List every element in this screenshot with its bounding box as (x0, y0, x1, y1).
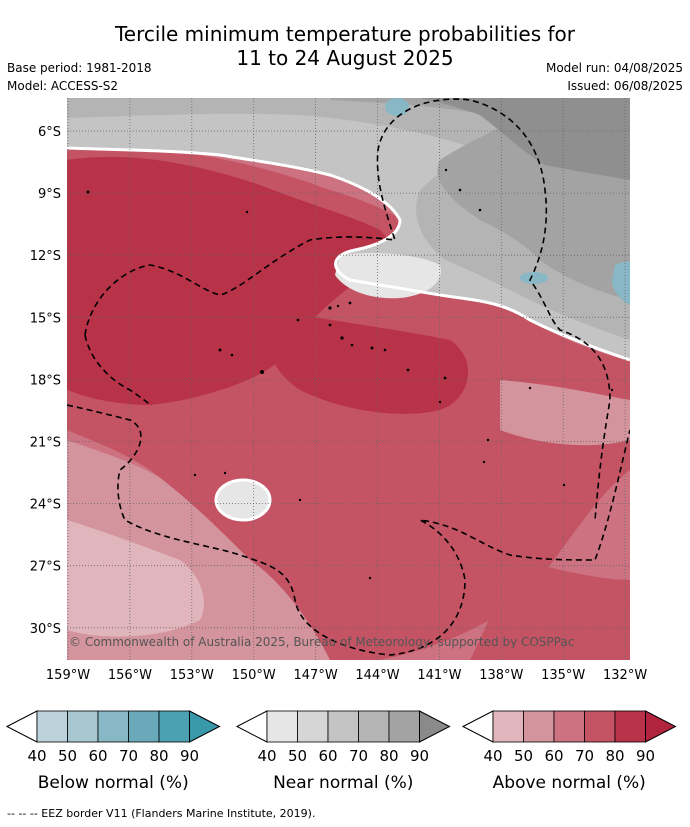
latitude-axis: 6°S 9°S 12°S 15°S 18°S 21°S 24°S 27°S 30°S (30, 125, 61, 637)
legend-swatch (36, 710, 68, 743)
eez-border-west (84, 334, 153, 406)
above-normal-region-east (500, 380, 630, 446)
issued-date: Issued: 06/08/2025 (567, 79, 683, 93)
legend-tick-label: 80 (379, 747, 398, 765)
copyright-text: © Commonwealth of Australia 2025, Bureau… (69, 635, 574, 649)
lon-tick-label: 147°W (294, 668, 338, 683)
legends: 40 50 60 70 80 90 Below normal (%) 40 50 60 70 80 90… (5, 710, 677, 793)
title-line-2: 11 to 24 August 2025 (236, 46, 454, 70)
legend-arrow-low (5, 710, 38, 743)
legend-tick-label: 40 (257, 747, 276, 765)
legend-tick-label: 70 (575, 747, 594, 765)
graticule (67, 98, 630, 660)
legend-swatch (266, 710, 298, 743)
meta-left: Base period: 1981-2018 Model: ACCESS-S2 (7, 59, 152, 95)
lon-tick-label: 159°W (46, 668, 90, 683)
legend-title: Above normal (%) (493, 773, 646, 793)
legend-swatch (97, 710, 129, 743)
below-normal-patch-east (520, 272, 548, 284)
eez-border-north (84, 98, 611, 521)
lon-tick-label: 150°W (232, 668, 276, 683)
legend-swatch (297, 710, 329, 743)
legend-title: Below normal (%) (38, 773, 189, 793)
map-title: Tercile minimum temperature probabilitie… (0, 22, 690, 70)
model-run: Model run: 04/08/2025 (545, 61, 683, 75)
legend-1: 40 50 60 70 80 90 Below normal (%) (5, 710, 221, 793)
eez-footnote: -- -- -- EEZ border V11 (Flanders Marine… (7, 807, 316, 820)
legend-tick-label: 70 (349, 747, 368, 765)
legend-tick-label: 60 (88, 747, 107, 765)
legend-arrow-high (645, 710, 677, 743)
lon-tick-label: 141°W (417, 668, 461, 683)
legend-tick-label: 70 (119, 747, 138, 765)
lon-tick-label: 144°W (355, 668, 399, 683)
lat-tick-label: 18°S (30, 373, 61, 388)
legend-tick-label: 60 (318, 747, 337, 765)
lat-tick-label: 6°S (38, 125, 61, 140)
lon-tick-label: 153°W (170, 668, 214, 683)
legend-swatch (388, 710, 420, 743)
lat-tick-label: 21°S (30, 436, 61, 451)
legend-tick-label: 90 (636, 747, 655, 765)
legend-swatch (327, 710, 359, 743)
lat-tick-label: 15°S (30, 311, 61, 326)
legend-tick-label: 80 (149, 747, 168, 765)
legend-swatch (584, 710, 616, 743)
legend-tick-label: 50 (514, 747, 533, 765)
meta-right: Model run: 04/08/2025 Issued: 06/08/2025 (546, 59, 683, 95)
legend-swatch (492, 710, 524, 743)
legend-tick-label: 60 (544, 747, 563, 765)
legend-3: 40 50 60 70 80 90 Above normal (%) (461, 710, 677, 793)
above-normal-core-central (266, 310, 469, 414)
probability-field (67, 98, 630, 660)
title-line-1: Tercile minimum temperature probabilitie… (114, 22, 576, 46)
base-period: Base period: 1981-2018 (7, 61, 152, 75)
islands (86, 168, 614, 580)
legend-tick-label: 40 (483, 747, 502, 765)
legend-swatch (523, 710, 555, 743)
legend-swatch (67, 710, 99, 743)
legend-tick-label: 40 (27, 747, 46, 765)
eez-border-south (67, 404, 630, 656)
lon-tick-label: 135°W (541, 668, 585, 683)
longitude-axis: 159°W 156°W 153°W 150°W 147°W 144°W 141°W 138°W… (46, 668, 647, 683)
above-normal-region-southeast (470, 560, 630, 660)
legend-title: Near normal (%) (273, 773, 413, 793)
lat-tick-label: 12°S (30, 249, 61, 264)
legend-2: 40 50 60 70 80 90 Near normal (%) (235, 710, 451, 793)
near-normal-south-patch (214, 478, 272, 522)
tercile-boundary (67, 146, 630, 362)
model-name: Model: ACCESS-S2 (7, 79, 119, 93)
legend-tick-label: 90 (410, 747, 429, 765)
legend-tick-label: 50 (288, 747, 307, 765)
legend-tick-label: 50 (58, 747, 77, 765)
legend-swatch (128, 710, 160, 743)
above-normal-core-west (67, 156, 391, 405)
legend-arrow-low (461, 710, 494, 743)
lat-tick-label: 9°S (38, 187, 61, 202)
near-normal-central-block (335, 253, 441, 299)
legend-tick-label: 90 (180, 747, 199, 765)
lat-tick-label: 24°S (30, 498, 61, 513)
lon-tick-label: 156°W (108, 668, 152, 683)
lat-tick-label: 27°S (30, 560, 61, 575)
legend-arrow-low (235, 710, 268, 743)
legend-tick-label: 80 (605, 747, 624, 765)
legend-arrow-high (189, 710, 221, 743)
legend-swatch (614, 710, 646, 743)
lon-tick-label: 138°W (479, 668, 523, 683)
legend-swatch (358, 710, 390, 743)
legend-arrow-high (419, 710, 451, 743)
below-normal-patch-edge (612, 261, 630, 305)
lat-tick-label: 30°S (30, 622, 61, 637)
above-normal-region-40 (67, 520, 204, 637)
near-normal-region-80 (420, 98, 630, 180)
legend-swatch (553, 710, 585, 743)
legend-swatch (158, 710, 190, 743)
lon-tick-label: 132°W (603, 668, 647, 683)
below-normal-patch-north (385, 98, 409, 116)
